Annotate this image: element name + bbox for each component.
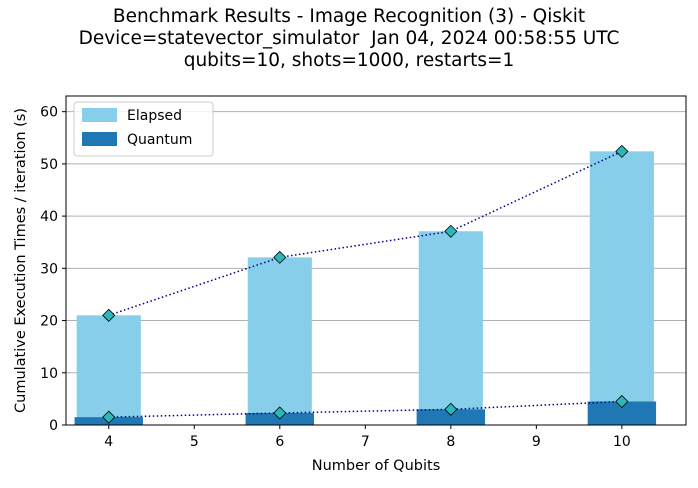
line-elapsed [108,150,623,317]
x-tick-label: 5 [190,434,199,450]
marker-quantum [273,406,287,420]
y-tick-label: 50 [40,157,58,173]
y-axis-ticks: 0 10 20 30 40 50 60 [40,105,66,434]
x-tick-label: 8 [446,434,455,450]
y-tick-label: 30 [40,261,58,277]
marker-elapsed [615,144,629,158]
y-tick-label: 20 [40,314,58,330]
bar-quantum [587,401,657,425]
x-axis-label: Number of Qubits [312,458,441,474]
bar-elapsed [589,151,654,425]
marker-quantum [615,394,629,409]
legend-swatch [82,108,117,122]
marker-elapsed [444,224,458,238]
legend-swatch [82,132,117,146]
bar-quantum [416,409,486,425]
y-tick-label: 10 [40,366,58,382]
y-axis-label: Cumulative Execution Times / iteration (… [13,108,29,413]
y-tick-label: 0 [49,418,58,434]
bars [74,151,657,425]
y-tick-label: 60 [40,105,58,121]
marker-elapsed [102,308,116,322]
chart-title-line-3: qubits=10, shots=1000, restarts=1 [183,50,515,71]
x-axis-ticks: 4 5 6 7 8 9 10 [104,425,631,450]
x-tick-label: 6 [275,434,284,450]
marker-quantum [444,402,458,416]
bar-elapsed [247,257,312,425]
markers [102,144,629,424]
bar-elapsed [76,315,141,425]
x-tick-label: 9 [532,434,541,450]
x-tick-label: 7 [361,434,370,450]
marker-quantum [102,410,116,424]
chart-title-line-1: Benchmark Results - Image Recognition (3… [112,6,586,27]
series-lines [108,150,623,418]
chart-title: Benchmark Results - Image Recognition (3… [0,6,698,72]
x-tick-label: 10 [613,434,631,450]
x-tick-label: 4 [104,434,113,450]
legend: Elapsed Quantum [73,101,214,157]
chart-title-line-2: Device=statevector_simulator Jan 04, 202… [78,28,620,49]
plot-frame [65,95,687,426]
marker-elapsed [273,250,287,264]
legend-label: Elapsed [127,108,182,124]
y-tick-label: 40 [40,209,58,225]
legend-label: Quantum [127,132,192,148]
line-quantum [108,400,622,418]
bar-elapsed [418,231,483,425]
